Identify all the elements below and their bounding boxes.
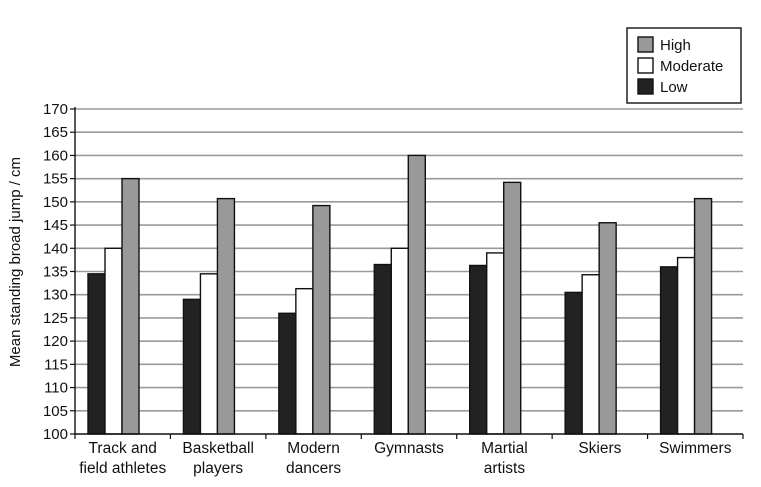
bar-low [373,263,392,435]
x-category-label: Basketball players [182,440,254,477]
bar-high [121,177,140,435]
y-tick-label: 165 [43,124,68,141]
bar-moderate [295,287,314,435]
bar-moderate [581,274,600,435]
y-tick-label: 105 [43,403,68,420]
y-tick-label: 160 [43,147,68,164]
bar-low [564,291,583,435]
legend-swatch-moderate [637,57,654,74]
y-tick-label: 135 [43,264,68,281]
y-tick-label: 100 [43,426,68,443]
bar-moderate [199,273,219,435]
bar-high [503,181,522,435]
bar-moderate [390,247,409,435]
y-tick-label: 125 [43,310,68,327]
bar-moderate [676,256,696,435]
y-tick-label: 130 [43,287,68,304]
legend-swatch-high [637,36,654,53]
x-category-label: Martial artists [481,440,528,477]
y-tick-label: 120 [43,333,68,350]
bar-high [693,197,713,435]
legend-label-moderate: Moderate [660,58,723,75]
y-tick-label: 150 [43,194,68,211]
x-category-label: Track and field athletes [79,440,166,477]
legend-label-low: Low [660,79,688,96]
x-category-label: Modern dancers [286,440,341,477]
y-tick-label: 155 [43,171,68,188]
y-tick-label: 145 [43,217,68,234]
bar-moderate [104,247,123,435]
y-tick-label: 140 [43,240,68,257]
x-category-label: Swimmers [659,440,732,457]
bar-low [182,298,202,435]
bar-low [87,273,106,435]
bar-low [659,266,679,435]
y-tick-label: 115 [44,356,68,373]
legend-swatch-low [637,78,654,95]
bar-moderate [486,252,505,435]
legend: High Moderate Low [626,27,742,104]
y-axis-title: Mean standing broad jump / cm [7,157,24,367]
x-category-label: Skiers [578,440,621,457]
bar-high [407,154,426,435]
bar-high [312,204,331,435]
y-tick-label: 110 [44,380,68,397]
x-category-label: Gymnasts [374,440,444,457]
legend-label-high: High [660,37,691,54]
y-tick-label: 170 [43,101,68,118]
bar-low [469,264,488,435]
bar-low [278,312,297,435]
axis-layer: 100 105 110 115 120 125 130 135 140 145 150 155 160 1… [43,101,744,477]
bar-high [598,222,617,435]
bar-high [216,197,236,435]
